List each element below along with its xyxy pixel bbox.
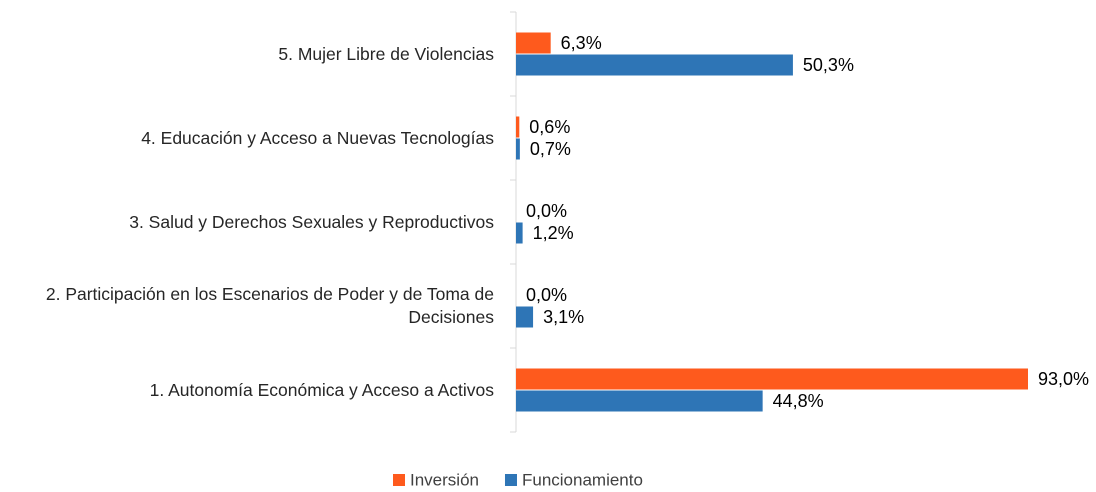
legend-label: Funcionamiento bbox=[522, 470, 643, 489]
value-label: 0,6% bbox=[529, 117, 570, 137]
legend-swatch bbox=[393, 474, 405, 486]
value-label: 0,0% bbox=[526, 285, 567, 305]
bar bbox=[516, 138, 520, 160]
value-label: 50,3% bbox=[803, 55, 854, 75]
value-label: 0,0% bbox=[526, 201, 567, 221]
value-label: 44,8% bbox=[773, 391, 824, 411]
bar bbox=[516, 306, 534, 328]
bar bbox=[516, 116, 520, 138]
bar bbox=[516, 390, 763, 412]
value-label: 93,0% bbox=[1038, 369, 1089, 389]
legend-label: Inversión bbox=[410, 470, 479, 489]
value-label: 6,3% bbox=[561, 33, 602, 53]
category-label: 2. Participación en los Escenarios de Po… bbox=[45, 284, 494, 327]
category-label: 5. Mujer Libre de Violencias bbox=[278, 43, 494, 64]
category-label: 4. Educación y Acceso a Nuevas Tecnologí… bbox=[141, 127, 494, 148]
bar bbox=[516, 222, 523, 244]
value-label: 0,7% bbox=[530, 139, 571, 159]
value-label: 3,1% bbox=[543, 307, 584, 327]
category-label: 1. Autonomía Económica y Acceso a Activo… bbox=[149, 379, 494, 400]
value-label: 1,2% bbox=[533, 223, 574, 243]
bar bbox=[516, 368, 1028, 390]
category-label: 3. Salud y Derechos Sexuales y Reproduct… bbox=[129, 211, 494, 232]
bar bbox=[516, 54, 793, 76]
bar bbox=[516, 32, 551, 54]
legend-swatch bbox=[504, 474, 517, 486]
